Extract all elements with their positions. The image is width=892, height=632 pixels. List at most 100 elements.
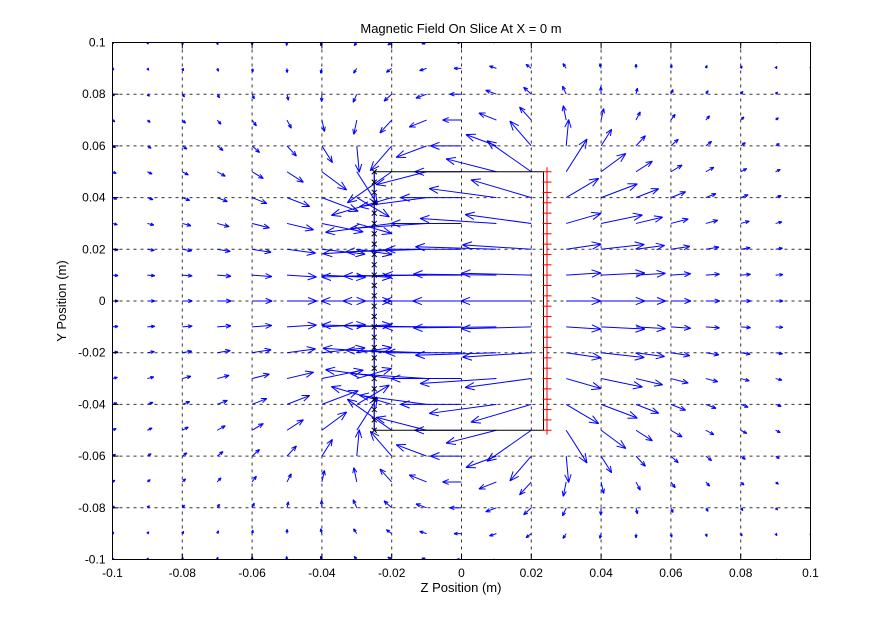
quiver-arrow xyxy=(775,272,784,277)
x-marker xyxy=(371,282,378,289)
quiver-arrow-head xyxy=(645,438,653,442)
quiver-arrow xyxy=(600,128,613,147)
quiver-arrow-head xyxy=(640,135,646,139)
quiver-arrow xyxy=(565,177,600,199)
quiver-arrow-shaft xyxy=(251,222,270,229)
quiver-arrow-shaft xyxy=(286,419,304,431)
quiver-arrow-head xyxy=(776,143,780,145)
quiver-arrow xyxy=(486,140,532,173)
quiver-arrow-head xyxy=(307,272,317,278)
quiver-arrow xyxy=(601,269,646,278)
quiver-arrow xyxy=(182,349,192,354)
quiver-arrow-head xyxy=(635,560,636,563)
quiver-arrow-shaft xyxy=(600,214,643,224)
quiver-arrow-head xyxy=(285,501,289,505)
quiver-arrow-shaft xyxy=(705,219,718,224)
x-marker-stroke xyxy=(371,303,378,310)
quiver-arrow-shaft xyxy=(356,384,390,405)
quiver-arrow xyxy=(486,429,532,462)
quiver-arrow-head xyxy=(813,248,816,250)
x-marker xyxy=(371,417,378,423)
plus-marker xyxy=(542,260,552,270)
quiver-arrow-head xyxy=(321,324,331,330)
quiver-arrow-shaft xyxy=(565,403,599,425)
x-marker-stroke xyxy=(371,292,378,299)
quiver-arrow-head xyxy=(592,243,602,250)
quiver-arrow-head xyxy=(322,253,333,258)
x-tick-label: 0.1 xyxy=(802,566,819,580)
quiver-arrow xyxy=(670,191,686,199)
quiver-arrow xyxy=(670,138,679,147)
x-marker-stroke xyxy=(371,344,378,351)
quiver-arrow xyxy=(598,63,603,69)
quiver-arrow-head xyxy=(286,42,289,46)
quiver-arrow-head xyxy=(325,366,336,371)
quiver-arrow-head xyxy=(578,456,588,464)
quiver-arrow-head xyxy=(578,138,588,146)
quiver-arrow-head xyxy=(460,296,471,302)
quiver-arrow-head xyxy=(446,442,457,445)
quiver-arrow xyxy=(775,299,784,303)
quiver-arrow xyxy=(705,378,719,383)
quiver-arrow xyxy=(181,530,185,534)
quiver-arrow-head xyxy=(813,274,816,275)
quiver-arrow-head xyxy=(453,533,458,536)
quiver-arrow-head xyxy=(592,352,602,359)
quiver-arrow-head xyxy=(112,67,115,71)
quiver-arrow-shaft xyxy=(216,425,226,431)
plus-marker xyxy=(542,249,552,259)
quiver-arrow-head xyxy=(525,536,530,539)
quiver-arrow-shaft xyxy=(670,455,679,464)
plus-marker xyxy=(542,353,552,363)
quiver-arrow-head xyxy=(187,250,192,253)
x-marker-stroke xyxy=(371,323,378,330)
quiver-arrow-head xyxy=(635,244,645,250)
quiver-arrow-head xyxy=(656,328,666,333)
quiver-arrow-head xyxy=(811,67,812,69)
quiver-arrow-shaft xyxy=(286,145,297,157)
quiver-arrow xyxy=(147,375,155,380)
quiver-arrow-head xyxy=(605,128,612,134)
quiver-arrow xyxy=(383,270,462,280)
x-marker-stroke xyxy=(371,406,378,413)
quiver-arrow-head xyxy=(224,374,230,379)
x-marker xyxy=(371,199,378,206)
quiver-arrow-head xyxy=(395,444,404,452)
quiver-arrow-head xyxy=(592,178,600,187)
quiver-arrow-shaft xyxy=(356,145,360,173)
quiver-arrow-head xyxy=(359,206,370,210)
quiver-arrow-head xyxy=(376,184,387,187)
quiver-arrow-head xyxy=(331,386,340,394)
quiver-arrow-shaft xyxy=(217,325,231,328)
magnet-overlay xyxy=(371,167,552,435)
quiver-arrow-shaft xyxy=(600,128,613,147)
quiver-arrow-head xyxy=(656,272,666,278)
quiver-arrow-head xyxy=(415,94,420,99)
quiver-arrow-head xyxy=(356,296,367,302)
quiver-arrow-shaft xyxy=(465,378,532,388)
quiver-arrow xyxy=(740,220,750,225)
quiver-arrow xyxy=(400,193,462,202)
quiver-arrow-head xyxy=(562,491,567,497)
quiver-arrow xyxy=(740,116,745,121)
quiver-arrow-head xyxy=(353,467,358,473)
quiver-arrow xyxy=(635,324,666,333)
quiver-arrow xyxy=(286,419,304,431)
quiver-arrow-head xyxy=(712,404,717,409)
quiver-arrow xyxy=(359,197,427,210)
x-marker-stroke xyxy=(371,386,378,392)
quiver-arrow-head xyxy=(629,410,638,419)
quiver-arrow xyxy=(415,242,497,252)
quiver-arrow xyxy=(565,138,588,173)
quiver-arrow-head xyxy=(616,445,626,450)
quiver-arrow-shaft xyxy=(251,197,268,204)
x-marker-stroke xyxy=(371,282,378,289)
quiver-arrow-shaft xyxy=(286,371,314,380)
quiver-arrow-head xyxy=(385,348,396,354)
quiver-arrow-shaft xyxy=(670,273,691,276)
quiver-arrow-head xyxy=(676,164,683,167)
quiver-arrow xyxy=(217,399,228,405)
quiver-arrow-shaft xyxy=(478,481,497,490)
quiver-arrow-shaft xyxy=(252,324,272,328)
quiver-arrow-head xyxy=(330,439,333,447)
